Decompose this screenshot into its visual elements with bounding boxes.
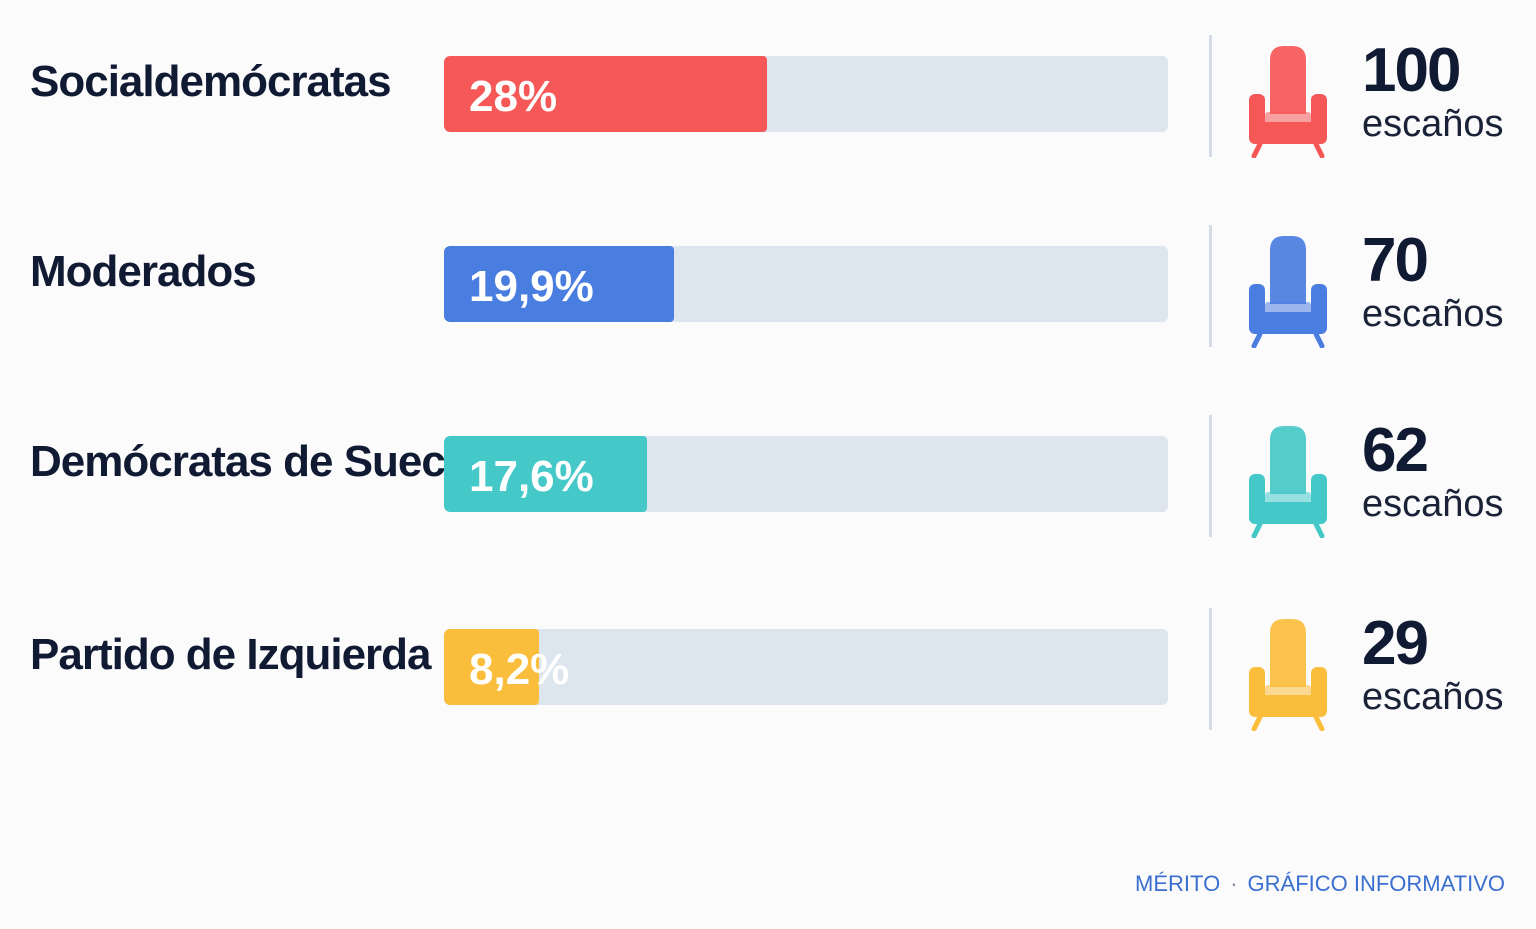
divider	[1209, 415, 1212, 537]
party-name: Socialdemócratas	[30, 57, 392, 106]
bar-track: 19,9%	[444, 246, 1168, 322]
footer-separator: ·	[1230, 871, 1238, 896]
bar: 17,6%	[444, 436, 647, 512]
seats-unit-label: escaños	[1362, 293, 1504, 335]
bar-track: 17,6%	[444, 436, 1168, 512]
divider	[1209, 225, 1212, 347]
seats-count: 29	[1362, 609, 1429, 678]
bar: 28%	[444, 56, 767, 132]
footer: MÉRITO · GRÁFICO INFORMATIVO	[1135, 871, 1505, 897]
party-name: Demócratas de Suecia	[30, 437, 481, 486]
bar-track: 8,2%	[444, 629, 1168, 705]
footer-caption: GRÁFICO INFORMATIVO	[1247, 871, 1505, 896]
bar: 8,2%	[444, 629, 569, 705]
percent-label: 8,2%	[469, 645, 570, 694]
chart-row: Demócratas de Suecia 17,6% 62 escaños	[0, 398, 1536, 538]
chart-row: Partido de Izquierda 8,2% 29 escaños	[0, 591, 1536, 731]
chart-row: Socialdemócratas 28% 100 escaños	[0, 18, 1536, 158]
chart-row: Moderados 19,9% 70 escaños	[0, 208, 1536, 348]
seats-count: 62	[1362, 416, 1429, 485]
percent-label: 19,9%	[469, 262, 594, 311]
armchair-seat-icon	[1249, 619, 1327, 731]
percent-label: 17,6%	[469, 452, 594, 501]
armchair-seat-icon	[1249, 236, 1327, 348]
seats-count: 100	[1362, 36, 1461, 105]
party-name: Moderados	[30, 247, 257, 296]
seats-unit-label: escaños	[1362, 676, 1504, 718]
footer-brand: MÉRITO	[1135, 871, 1221, 896]
armchair-seat-icon	[1249, 426, 1327, 538]
divider	[1209, 608, 1212, 730]
seats-unit-label: escaños	[1362, 483, 1504, 525]
party-name: Partido de Izquierda	[30, 630, 432, 679]
percent-label: 28%	[469, 72, 558, 121]
seats-count: 70	[1362, 226, 1429, 295]
bar-track: 28%	[444, 56, 1168, 132]
bar: 19,9%	[444, 246, 674, 322]
seats-unit-label: escaños	[1362, 103, 1504, 145]
divider	[1209, 35, 1212, 157]
armchair-seat-icon	[1249, 46, 1327, 158]
